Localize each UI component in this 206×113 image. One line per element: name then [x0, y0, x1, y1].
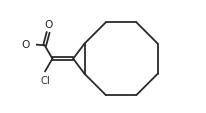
Text: O: O — [45, 19, 53, 29]
Text: Cl: Cl — [40, 75, 50, 85]
Text: O: O — [21, 39, 30, 49]
